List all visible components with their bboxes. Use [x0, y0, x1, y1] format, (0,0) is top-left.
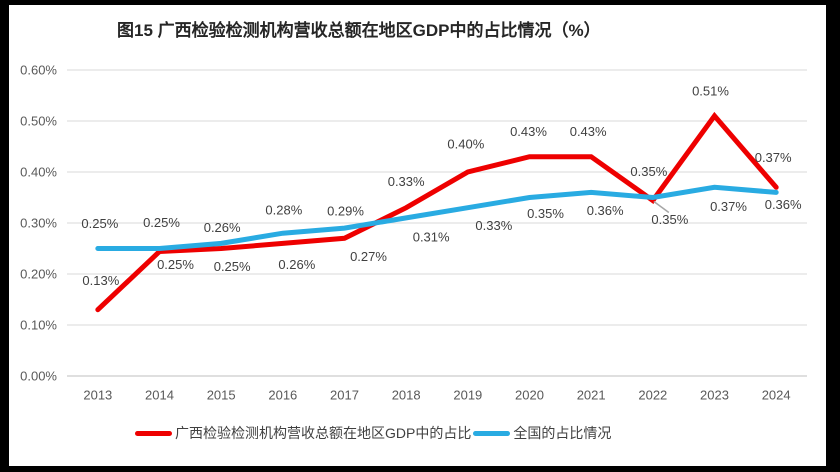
- data-label: 0.35%: [527, 206, 564, 221]
- data-label: 0.36%: [765, 197, 802, 212]
- y-axis-tick-label: 0.20%: [20, 267, 57, 282]
- data-label: 0.43%: [510, 124, 547, 139]
- y-axis-tick-label: 0.40%: [20, 165, 57, 180]
- data-label: 0.35%: [630, 164, 667, 179]
- series-line-1: [95, 184, 779, 251]
- x-axis-tick-label: 2018: [392, 388, 421, 403]
- y-axis-tick-label: 0.50%: [20, 114, 57, 129]
- data-label: 0.25%: [157, 257, 194, 272]
- data-label: 0.37%: [710, 199, 747, 214]
- x-axis-tick-label: 2013: [83, 388, 112, 403]
- x-axis-tick-label: 2015: [207, 388, 236, 403]
- data-label: 0.37%: [755, 150, 792, 165]
- data-label: 0.51%: [692, 83, 729, 98]
- data-label: 0.31%: [413, 229, 450, 244]
- legend-swatch-guangxi-red-line: [135, 430, 172, 436]
- legend-label-national: 全国的占比情况: [513, 425, 612, 441]
- x-axis-tick-label: 2017: [330, 388, 359, 403]
- chart-legend: 广西检验检测机构营收总额在地区GDP中的占比 全国的占比情况: [135, 424, 611, 442]
- legend-swatch-national-blue-line: [473, 430, 511, 436]
- line-chart-canvas: 0.00% 0.10% 0.20% 0.30% 0.40% 0.50% 0.60% 2013 2…: [20, 63, 807, 403]
- data-label: 0.27%: [350, 249, 387, 264]
- data-label: 0.28%: [265, 203, 302, 218]
- data-label: 0.25%: [143, 215, 180, 230]
- data-label-leader-line: [653, 200, 670, 214]
- y-axis-tick-label: 0.10%: [20, 318, 57, 333]
- y-axis-tick-label: 0.30%: [20, 216, 57, 231]
- data-label: 0.40%: [447, 137, 484, 152]
- chart-title: 图15 广西检验检测机构营收总额在地区GDP中的占比情况（%）: [117, 21, 601, 40]
- x-axis-tick-label: 2021: [577, 388, 606, 403]
- data-label: 0.29%: [327, 204, 364, 219]
- data-label: 0.33%: [475, 218, 512, 233]
- data-label: 0.35%: [651, 212, 688, 227]
- x-axis-tick-label: 2014: [145, 388, 174, 403]
- y-axis-tick-label: 0.00%: [20, 369, 57, 384]
- data-label: 0.25%: [81, 216, 118, 231]
- x-axis-tick-label: 2019: [453, 388, 482, 403]
- data-label: 0.43%: [570, 124, 607, 139]
- data-label: 0.26%: [278, 257, 315, 272]
- series-line-0: [95, 111, 779, 313]
- data-label: 0.25%: [214, 259, 251, 274]
- y-axis-tick-label: 0.60%: [20, 63, 57, 78]
- data-label: 0.26%: [204, 220, 241, 235]
- x-axis-tick-label: 2023: [700, 388, 729, 403]
- data-label: 0.13%: [82, 273, 119, 288]
- x-axis-tick-label: 2024: [762, 388, 791, 403]
- x-axis-tick-label: 2016: [268, 388, 297, 403]
- x-axis-tick-label: 2020: [515, 388, 544, 403]
- data-label: 0.36%: [587, 203, 624, 218]
- data-label: 0.33%: [388, 174, 425, 189]
- legend-label-guangxi: 广西检验检测机构营收总额在地区GDP中的占比: [175, 425, 472, 441]
- x-axis-tick-label: 2022: [638, 388, 667, 403]
